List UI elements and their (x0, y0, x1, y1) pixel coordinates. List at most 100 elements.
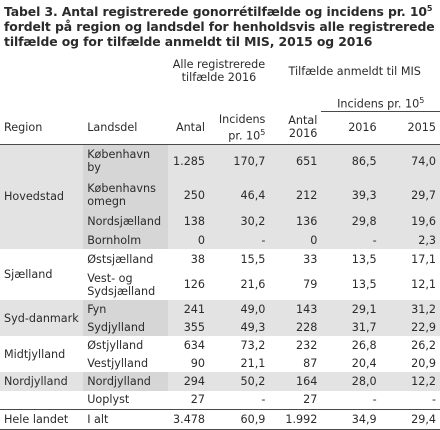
mis-2015-cell: 22,9 (380, 318, 440, 337)
landsdel-cell: Nordjylland (83, 372, 169, 392)
header-incidens-group-text: Incidens pr. 10 (337, 97, 420, 111)
region-cell: Syd-danmark (0, 300, 84, 337)
total-incidens-cell: 60,9 (209, 408, 270, 430)
mis-2015-cell: 31,2 (380, 300, 440, 319)
mis-antal-cell: 228 (269, 318, 322, 337)
header-incidens: Incidens pr. 105 (209, 111, 270, 145)
header-incidens-group: Incidens pr. 105 (321, 94, 440, 112)
landsdel-cell: Østsjælland (83, 249, 169, 270)
mis-antal-cell: 79 (269, 269, 322, 301)
region-cell: Hovedstad (0, 144, 84, 250)
mis-2016-cell: 29,8 (321, 212, 381, 232)
header-incidens-sup: 5 (260, 127, 266, 137)
header-landsdel: Landsdel (83, 111, 169, 145)
antal-cell: 90 (168, 354, 210, 373)
mis-2015-cell: 12,2 (380, 372, 440, 392)
total-mis-2016-cell: 34,9 (321, 408, 381, 430)
landsdel-cell: København by (83, 144, 169, 179)
table-row: Uoplyst 27 - 27 - - (0, 391, 440, 410)
table-row: Hovedstad København by 1.285 170,7 651 8… (0, 144, 440, 250)
header-row-columns: Region Landsdel Antal Incidens pr. 105 A… (0, 111, 440, 145)
landsdel-cell: Fyn (83, 300, 169, 319)
mis-2015-cell: - (380, 391, 440, 410)
mis-antal-cell: 136 (269, 212, 322, 232)
table-title: Tabel 3. Antal registrerede gonorrétilfæ… (4, 4, 436, 49)
mis-antal-cell: 27 (269, 391, 322, 410)
antal-cell: 355 (168, 318, 210, 337)
table-row: Syd-danmark Fyn 241 49,0 143 29,1 31,2 (0, 300, 440, 337)
table-row: Midtjylland Østjylland 634 73,2 232 26,8… (0, 336, 440, 373)
antal-cell: 250 (168, 178, 210, 213)
table-title-text: Tabel 3. Antal registrerede gonorrétilfæ… (4, 4, 427, 19)
table-row: Vest- og Sydsjælland 126 21,6 79 13,5 12… (0, 269, 440, 301)
header-row-groups: Alle registrerede tilfælde 2016 Tilfælde… (0, 48, 440, 94)
gonorrhea-table: Alle registrerede tilfælde 2016 Tilfælde… (0, 48, 440, 430)
incidens-cell: 46,4 (209, 178, 270, 213)
table-row: Sjælland Østsjælland 38 15,5 33 13,5 17,… (0, 249, 440, 301)
mis-2015-cell: 19,6 (380, 212, 440, 232)
header-group-all-cases: Alle registrerede tilfælde 2016 (172, 58, 266, 84)
incidens-cell: 170,7 (209, 144, 270, 179)
total-antal-cell: 3.478 (168, 408, 210, 430)
header-2016: 2016 (321, 111, 381, 145)
total-landsdel-cell: I alt (83, 408, 169, 430)
landsdel-cell: Østjylland (83, 336, 169, 355)
table-row: Nordjylland Nordjylland 294 50,2 164 28,… (0, 372, 440, 392)
incidens-cell: 30,2 (209, 212, 270, 232)
mis-2015-cell: 12,1 (380, 269, 440, 301)
mis-antal-cell: 87 (269, 354, 322, 373)
table-row: Vestjylland 90 21,1 87 20,4 20,9 (0, 354, 440, 373)
mis-2016-cell: 86,5 (321, 144, 381, 179)
antal-cell: 241 (168, 300, 210, 319)
mis-antal-cell: 143 (269, 300, 322, 319)
mis-2016-cell: - (321, 231, 381, 250)
mis-2016-cell: - (321, 391, 381, 410)
mis-antal-cell: 164 (269, 372, 322, 392)
antal-cell: 138 (168, 212, 210, 232)
landsdel-cell: Vest- og Sydsjælland (83, 269, 169, 301)
header-antal-2016: Antal 2016 (269, 111, 322, 145)
header-2015: 2015 (380, 111, 440, 145)
mis-2015-cell: 29,7 (380, 178, 440, 213)
incidens-cell: 49,0 (209, 300, 270, 319)
region-cell (0, 391, 84, 410)
mis-2016-cell: 13,5 (321, 249, 381, 270)
mis-2016-cell: 29,1 (321, 300, 381, 319)
header-row-incidens: Incidens pr. 105 (0, 94, 440, 112)
antal-cell: 38 (168, 249, 210, 270)
region-cell: Nordjylland (0, 372, 84, 392)
antal-cell: 126 (168, 269, 210, 301)
mis-2016-cell: 31,7 (321, 318, 381, 337)
header-incidens-text: Incidens pr. 10 (218, 112, 266, 143)
incidens-cell: 49,3 (209, 318, 270, 337)
incidens-cell: 21,6 (209, 269, 270, 301)
landsdel-cell: Sydjylland (83, 318, 169, 337)
mis-2016-cell: 26,8 (321, 336, 381, 355)
table-row: Bornholm 0 - 0 - 2,3 (0, 231, 440, 250)
header-antal: Antal (168, 111, 210, 145)
table-title-text-cont: fordelt på region og landsdel for henhol… (4, 19, 435, 49)
landsdel-cell: Københavns omegn (83, 178, 169, 213)
mis-2015-cell: 74,0 (380, 144, 440, 179)
table-row: Københavns omegn 250 46,4 212 39,3 29,7 (0, 178, 440, 213)
antal-cell: 634 (168, 336, 210, 355)
total-row: Hele landet I alt 3.478 60,9 1.992 34,9 … (0, 408, 440, 430)
mis-2015-cell: 17,1 (380, 249, 440, 270)
mis-2015-cell: 26,2 (380, 336, 440, 355)
incidens-cell: 73,2 (209, 336, 270, 355)
incidens-cell: 15,5 (209, 249, 270, 270)
landsdel-cell: Uoplyst (83, 391, 169, 410)
total-region-cell: Hele landet (0, 408, 84, 430)
table-row: Nordsjælland 138 30,2 136 29,8 19,6 (0, 212, 440, 232)
region-cell: Midtjylland (0, 336, 84, 373)
mis-antal-cell: 0 (269, 231, 322, 250)
antal-cell: 0 (168, 231, 210, 250)
antal-cell: 1.285 (168, 144, 210, 179)
total-mis-2015-cell: 29,4 (380, 408, 440, 430)
antal-cell: 27 (168, 391, 210, 410)
incidens-cell: - (209, 231, 270, 250)
mis-antal-cell: 232 (269, 336, 322, 355)
mis-antal-cell: 212 (269, 178, 322, 213)
mis-antal-cell: 651 (269, 144, 322, 179)
